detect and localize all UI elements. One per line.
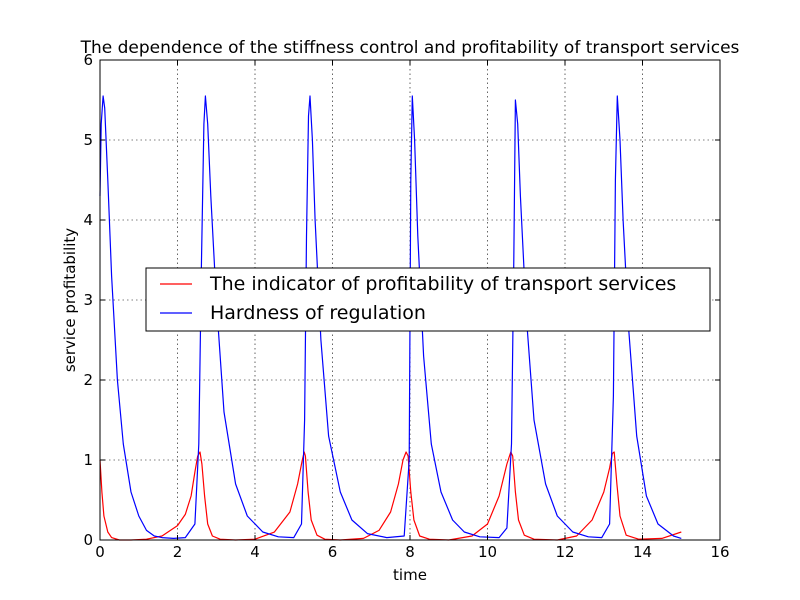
series-line-hardness bbox=[99, 95, 682, 540]
y-tick-label: 5 bbox=[83, 131, 93, 149]
x-tick-label: 2 bbox=[173, 543, 183, 561]
x-tick-label: 16 bbox=[710, 543, 729, 561]
legend-box bbox=[145, 267, 711, 332]
x-tick-label: 12 bbox=[555, 543, 574, 561]
x-tick-label: 8 bbox=[405, 543, 415, 561]
legend-label-profitability: The indicator of profitability of transp… bbox=[209, 273, 676, 295]
chart-title: The dependence of the stiffness control … bbox=[80, 38, 740, 58]
legend-label-hardness: Hardness of regulation bbox=[210, 302, 426, 324]
y-tick-label: 3 bbox=[83, 291, 93, 309]
legend: The indicator of profitability of transp… bbox=[145, 267, 711, 332]
series-lines bbox=[99, 95, 682, 541]
y-tick-label: 6 bbox=[83, 51, 93, 69]
x-tick-label: 6 bbox=[328, 543, 338, 561]
x-tick-label: 14 bbox=[633, 543, 652, 561]
x-tick-label: 10 bbox=[478, 543, 497, 561]
y-tick-label: 4 bbox=[83, 211, 93, 229]
x-axis-label: time bbox=[393, 566, 427, 584]
y-axis-label: service profitability bbox=[61, 228, 79, 372]
y-tick-label: 0 bbox=[83, 531, 93, 549]
y-tick-label: 1 bbox=[83, 451, 93, 469]
x-tick-label: 4 bbox=[250, 543, 260, 561]
x-tick-label: 0 bbox=[95, 543, 105, 561]
y-tick-label: 2 bbox=[83, 371, 93, 389]
